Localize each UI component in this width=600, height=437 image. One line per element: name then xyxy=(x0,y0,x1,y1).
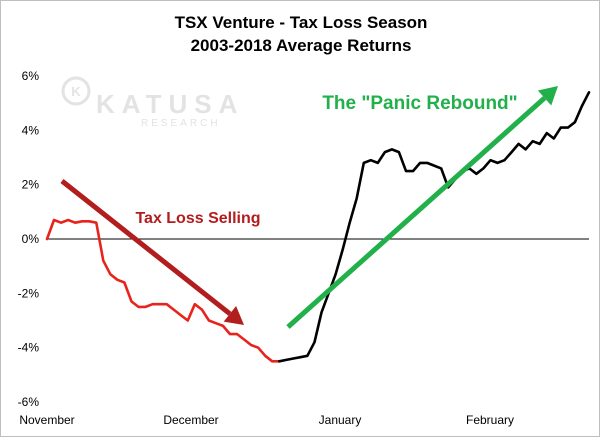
axis-labels: 6% 4% 2% 0% -2% -4% -6% November December January… xyxy=(18,69,514,427)
y-tick-label-4: 4% xyxy=(22,123,40,137)
x-tick-label-january: January xyxy=(319,413,362,427)
watermark-badge-letter: K xyxy=(71,84,81,99)
y-tick-label-2: 2% xyxy=(22,178,40,192)
x-tick-label-december: December xyxy=(163,413,218,427)
tax-loss-arrow-shaft xyxy=(60,179,232,316)
y-tick-label-6: 6% xyxy=(22,69,40,83)
tax-loss-selling-label: Tax Loss Selling xyxy=(135,210,260,227)
watermark-brand: KATUSA xyxy=(96,89,244,119)
watermark-badge-icon xyxy=(61,76,91,106)
y-tick-label-0: 0% xyxy=(22,232,40,246)
rebound-arrow-shaft xyxy=(286,96,547,329)
series-line-red xyxy=(45,218,281,363)
annotation-arrows xyxy=(60,86,558,329)
tax-loss-arrow-head xyxy=(223,305,244,325)
chart-title: TSX Venture - Tax Loss Season xyxy=(175,13,428,32)
x-tick-label-november: November xyxy=(19,413,74,427)
y-tick-label-2: -2% xyxy=(18,286,40,300)
panic-rebound-label: The "Panic Rebound" xyxy=(322,93,517,114)
rebound-arrow-head xyxy=(537,86,558,106)
watermark-sub: RESEARCH xyxy=(141,118,221,129)
katusa-watermark: K KATUSA RESEARCH xyxy=(61,76,244,129)
y-tick-label-6: -6% xyxy=(18,395,40,409)
y-tick-label-4: -4% xyxy=(18,341,40,355)
series-line-black xyxy=(277,91,591,363)
chart-subtitle: 2003-2018 Average Returns xyxy=(191,36,412,55)
x-tick-label-february: February xyxy=(466,413,514,427)
